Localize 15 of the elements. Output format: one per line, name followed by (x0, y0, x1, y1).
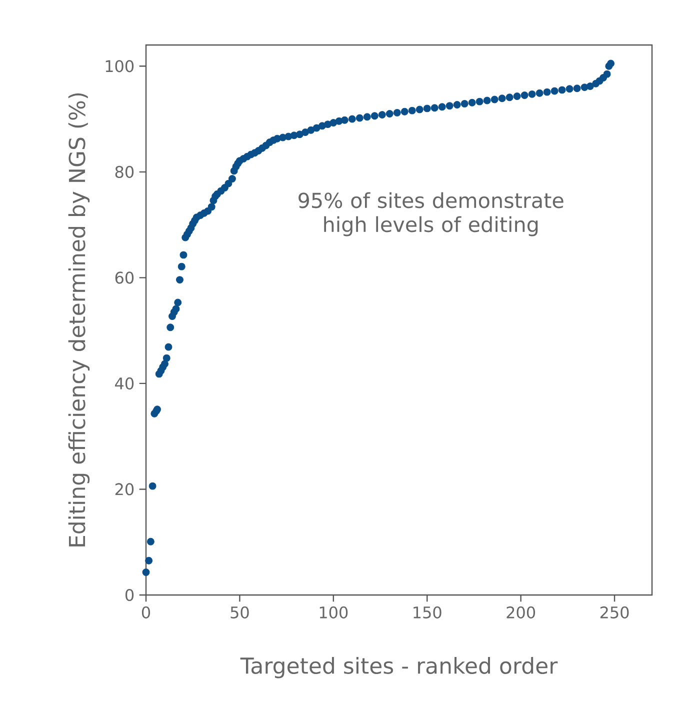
y-axis-title: Editing efficiency determined by NGS (%) (68, 93, 90, 546)
x-tick-label: 200 (506, 606, 536, 618)
y-tick-label: 100 (106, 60, 134, 72)
y-tick-label: 20 (115, 483, 134, 496)
x-tick-label: 250 (600, 606, 629, 618)
y-tick-label: 0 (125, 588, 134, 602)
x-tick-label: 0 (142, 606, 150, 618)
x-tick-label: 50 (230, 606, 249, 618)
x-axis-title: Targeted sites - ranked order (240, 656, 558, 678)
y-tick-label: 40 (115, 377, 134, 390)
x-tick-label: 100 (320, 606, 348, 618)
y-tick-label: 80 (115, 166, 134, 178)
x-tick-label: 150 (414, 606, 442, 618)
y-tick-label: 60 (115, 272, 134, 284)
annotation: 95% of sites demonstrate high levels of editing (298, 192, 564, 236)
